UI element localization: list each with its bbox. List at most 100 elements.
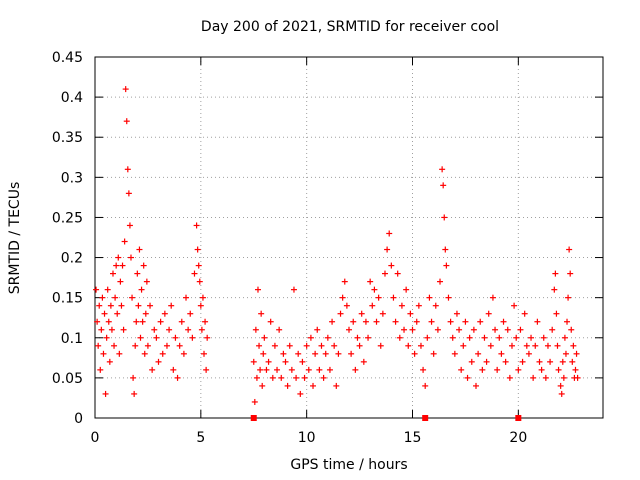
- data-point: [424, 334, 431, 341]
- data-point: [100, 350, 107, 357]
- x-tick-label: 15: [404, 430, 422, 446]
- data-point: [172, 334, 179, 341]
- data-point: [464, 374, 471, 381]
- data-point: [458, 366, 465, 373]
- data-point: [180, 350, 187, 357]
- data-point: [565, 294, 572, 301]
- data-point: [552, 270, 559, 277]
- data-point: [430, 350, 437, 357]
- data-point: [133, 318, 140, 325]
- data-point: [489, 294, 496, 301]
- x-axis-label: GPS time / hours: [290, 457, 407, 473]
- data-point: [409, 326, 416, 333]
- data-point: [521, 310, 528, 317]
- data-point: [193, 222, 200, 229]
- data-point: [267, 318, 274, 325]
- data-point: [135, 302, 142, 309]
- data-point: [326, 366, 333, 373]
- data-point: [107, 302, 114, 309]
- data-point: [132, 342, 139, 349]
- data-point: [101, 310, 108, 317]
- data-point: [127, 254, 134, 261]
- data-point: [251, 398, 258, 405]
- data-point: [250, 358, 257, 365]
- data-point: [417, 342, 424, 349]
- data-point: [379, 310, 386, 317]
- data-point: [373, 318, 380, 325]
- data-point: [252, 326, 259, 333]
- data-point: [276, 326, 283, 333]
- data-point: [263, 366, 270, 373]
- data-point: [542, 374, 549, 381]
- data-point: [168, 302, 175, 309]
- data-point: [149, 366, 156, 373]
- data-point: [198, 326, 205, 333]
- data-point: [386, 230, 393, 237]
- data-point: [354, 334, 361, 341]
- data-point: [568, 326, 575, 333]
- data-point: [153, 334, 160, 341]
- data-point: [256, 342, 263, 349]
- data-point: [502, 358, 509, 365]
- data-point: [265, 358, 272, 365]
- data-point: [204, 334, 211, 341]
- data-point: [157, 318, 164, 325]
- y-tick-label: 0.25: [52, 210, 83, 226]
- data-point: [569, 358, 576, 365]
- y-tick-label: 0.45: [52, 50, 83, 66]
- data-point: [140, 262, 147, 269]
- data-point: [403, 286, 410, 293]
- data-point: [258, 310, 265, 317]
- data-point: [191, 270, 198, 277]
- data-point: [318, 342, 325, 349]
- data-point: [293, 374, 300, 381]
- data-point: [166, 326, 173, 333]
- data-point: [442, 246, 449, 253]
- data-point: [460, 342, 467, 349]
- data-point: [375, 294, 382, 301]
- data-point: [343, 302, 350, 309]
- data-point: [203, 366, 210, 373]
- data-point: [504, 326, 511, 333]
- data-point: [360, 358, 367, 365]
- axis-ticks: 0 0.05 0.1 0.15 0.2 0.25 0.3 0.35 0.4 0.45 0 5 10 15 2…: [52, 50, 603, 446]
- data-point: [415, 302, 422, 309]
- data-point: [500, 318, 507, 325]
- data-point: [307, 334, 314, 341]
- data-point: [381, 270, 388, 277]
- data-point: [259, 382, 266, 389]
- data-point: [314, 326, 321, 333]
- data-point: [118, 302, 125, 309]
- data-point: [362, 318, 369, 325]
- data-point: [124, 166, 131, 173]
- data-point: [466, 334, 473, 341]
- data-point: [367, 278, 374, 285]
- data-point: [194, 246, 201, 253]
- data-point: [129, 294, 136, 301]
- data-point: [122, 86, 129, 93]
- data-point: [536, 358, 543, 365]
- data-point: [572, 366, 579, 373]
- y-axis-label: SRMTID / TECUs: [7, 182, 23, 295]
- data-point: [116, 350, 123, 357]
- data-point: [187, 310, 194, 317]
- data-point: [443, 262, 450, 269]
- data-point: [451, 350, 458, 357]
- data-point: [437, 278, 444, 285]
- data-point: [530, 374, 537, 381]
- zero-marker: [422, 415, 429, 421]
- data-point: [161, 310, 168, 317]
- data-point: [111, 342, 118, 349]
- data-point: [339, 294, 346, 301]
- data-point: [540, 334, 547, 341]
- data-point: [254, 286, 261, 293]
- y-tick-label: 0.1: [61, 331, 83, 347]
- data-point: [559, 358, 566, 365]
- data-point: [196, 278, 203, 285]
- data-point: [104, 286, 111, 293]
- data-point: [445, 294, 452, 301]
- data-point: [544, 342, 551, 349]
- data-point: [115, 254, 122, 261]
- data-point: [95, 342, 102, 349]
